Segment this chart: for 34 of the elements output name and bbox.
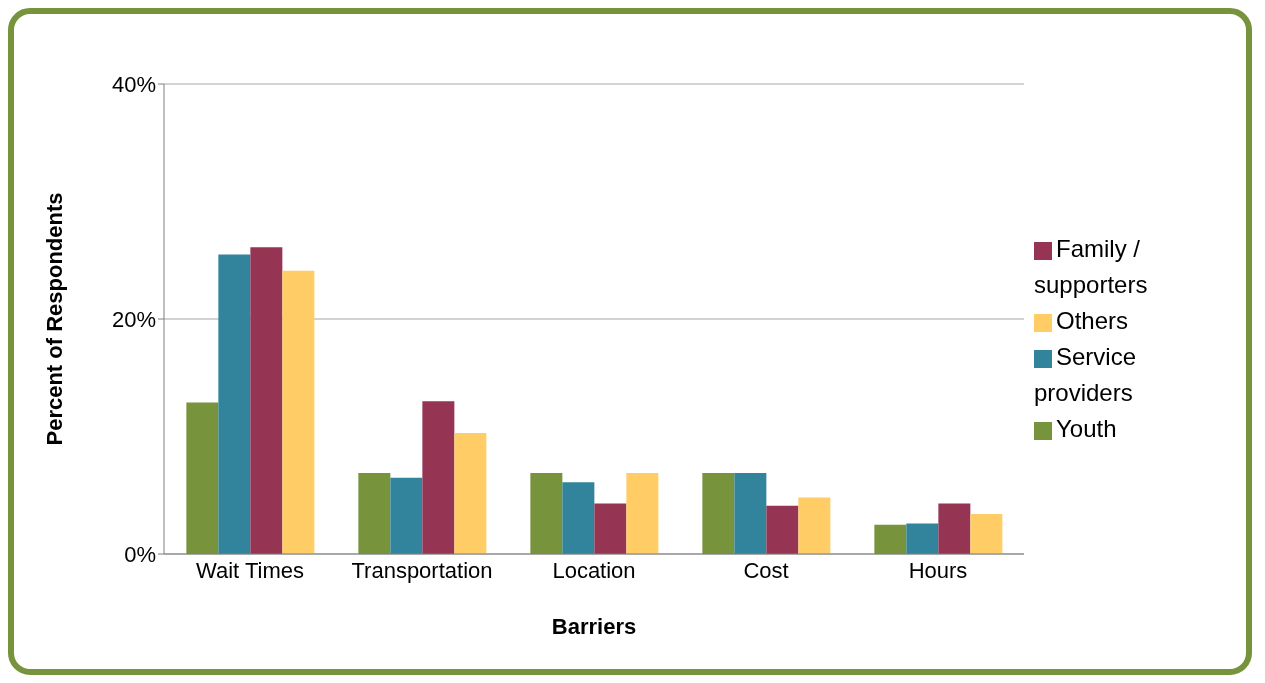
bar — [530, 472, 563, 554]
legend-label: Others — [1056, 307, 1129, 334]
x-tick-label: Wait Times — [196, 557, 304, 583]
bar — [250, 247, 283, 554]
y-tick-label: 20% — [111, 306, 156, 332]
bar — [766, 505, 799, 554]
bar — [562, 482, 595, 554]
x-tick-label: Transportation — [351, 557, 493, 583]
x-tick-label: Hours — [908, 557, 968, 583]
y-axis-title: Percent of Respondents — [41, 192, 67, 446]
x-tick-label: Cost — [743, 557, 789, 583]
bar — [218, 254, 251, 554]
bar — [358, 472, 391, 554]
y-tick-label: 0% — [124, 541, 156, 567]
legend-label: Family / supporters — [1034, 235, 1148, 298]
bar — [422, 401, 455, 554]
bar — [734, 472, 767, 554]
bar — [454, 432, 487, 554]
legend-label: Youth — [1056, 415, 1117, 442]
x-axis-title: Barriers — [551, 614, 637, 639]
legend-label: Service providers — [1034, 343, 1137, 406]
bar — [594, 503, 627, 554]
bar — [938, 503, 971, 554]
bar — [702, 472, 735, 554]
x-tick-label: Location — [552, 557, 636, 583]
bar — [626, 472, 659, 554]
bar — [390, 477, 423, 554]
bar — [798, 497, 831, 554]
bar — [186, 402, 219, 554]
bar — [874, 524, 907, 554]
bar — [282, 270, 315, 554]
y-tick-label: 40% — [111, 71, 156, 97]
bar — [906, 523, 939, 554]
bar — [970, 514, 1003, 554]
